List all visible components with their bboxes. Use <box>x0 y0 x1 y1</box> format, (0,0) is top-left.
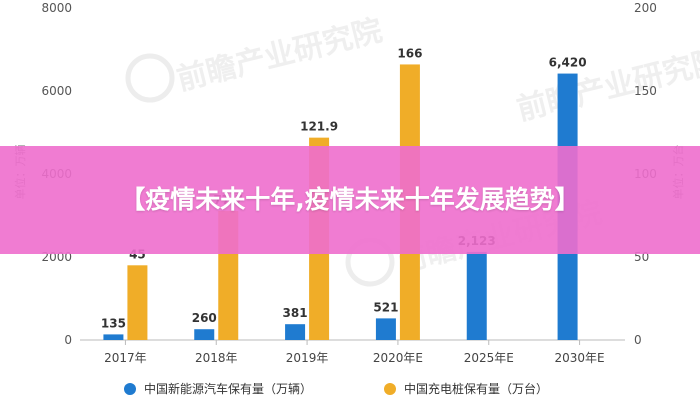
vehicle-bar-label: 260 <box>192 311 217 325</box>
x-tick-label: 2030年E <box>555 351 605 365</box>
watermark-text: 前瞻产业研究院 <box>173 13 385 98</box>
legend-label-vehicles: 中国新能源汽车保有量（万辆） <box>144 381 312 396</box>
left-y-tick-label: 8000 <box>41 1 72 15</box>
x-tick-label: 2018年 <box>195 351 238 365</box>
vehicle-bar <box>194 329 215 340</box>
watermark-logo-icon <box>125 53 175 103</box>
x-tick-label: 2025年E <box>464 351 514 365</box>
left-y-tick-label: 6000 <box>41 84 72 98</box>
watermark-text: 前瞻产业研究院 <box>513 43 700 128</box>
vehicle-bar <box>285 324 306 340</box>
charger-bar-label: 166 <box>397 46 422 60</box>
x-tick-label: 2019年 <box>286 351 329 365</box>
x-tick-label: 2020年E <box>373 351 423 365</box>
vehicle-bar-label: 6,420 <box>549 56 587 70</box>
vehicle-bar-label: 381 <box>283 306 308 320</box>
banner-title: 【疫情未来十年,疫情未来十年发展趋势】 <box>120 185 580 214</box>
right-y-tick-label: 150 <box>634 84 657 98</box>
legend-marker-vehicles <box>124 383 136 395</box>
right-y-tick-label: 200 <box>634 1 657 15</box>
vehicle-bar <box>466 251 487 340</box>
vehicle-bar <box>375 318 396 340</box>
legend-label-chargers: 中国充电桩保有量（万台） <box>404 381 548 396</box>
charger-bar-label: 121.9 <box>300 120 338 134</box>
vehicle-bar <box>103 334 124 340</box>
legend: 中国新能源汽车保有量（万辆） 中国充电桩保有量（万台） <box>124 381 548 396</box>
vehicle-bar-label: 521 <box>373 300 398 314</box>
vehicle-bar-label: 135 <box>101 316 126 330</box>
right-y-tick-label: 0 <box>634 333 642 347</box>
title-banner: 【疫情未来十年,疫情未来十年发展趋势】 <box>0 146 700 254</box>
legend-marker-chargers <box>384 383 396 395</box>
left-y-tick-label: 0 <box>64 333 72 347</box>
x-tick-label: 2017年 <box>104 351 147 365</box>
charger-bar <box>127 265 148 340</box>
